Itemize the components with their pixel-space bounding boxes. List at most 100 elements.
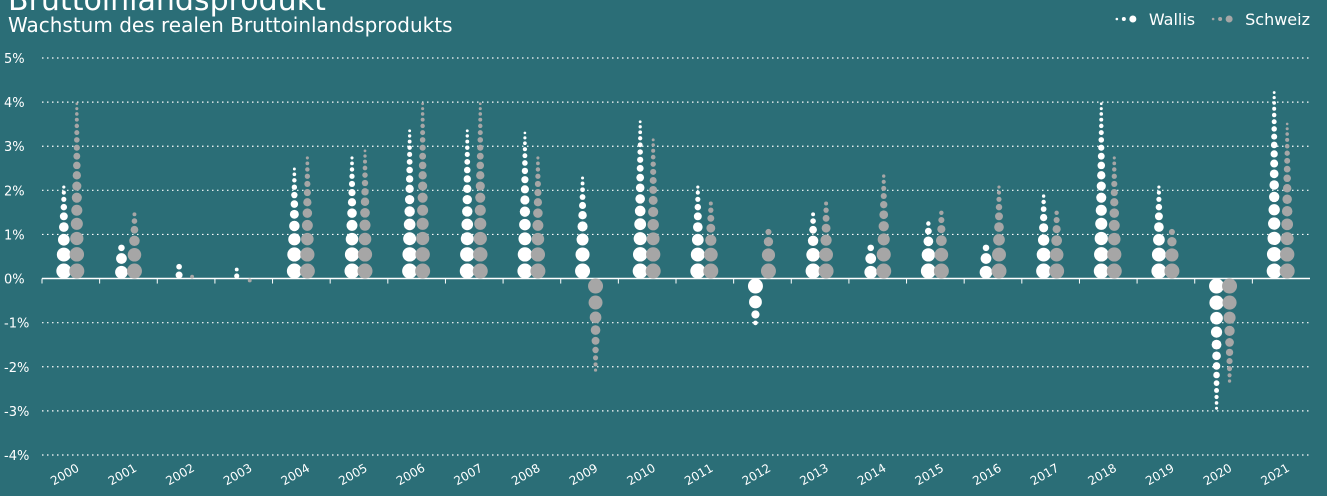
dot	[73, 144, 80, 151]
dot	[1225, 338, 1234, 347]
dot	[934, 247, 949, 262]
dot	[349, 167, 355, 172]
dot	[1272, 101, 1276, 105]
dot	[132, 212, 137, 217]
dot	[301, 219, 313, 231]
dot	[1098, 144, 1105, 151]
dot	[477, 130, 483, 136]
dot	[1227, 379, 1232, 383]
dot	[1222, 278, 1238, 294]
dot	[420, 130, 426, 136]
dot-column	[588, 278, 604, 372]
dot	[363, 149, 367, 153]
dot	[593, 362, 598, 367]
dot	[118, 244, 125, 252]
dot	[360, 197, 370, 206]
y-tick-label: 1%	[4, 228, 25, 243]
dot	[637, 156, 644, 163]
dot	[753, 320, 758, 326]
dot	[763, 237, 774, 247]
dot	[1212, 362, 1221, 370]
dot	[1268, 217, 1281, 230]
dot	[1053, 217, 1060, 224]
dot-column	[645, 138, 661, 279]
dot	[347, 198, 357, 207]
dot-column	[1049, 210, 1065, 279]
dot	[72, 171, 81, 180]
dot	[1112, 156, 1116, 160]
dot	[360, 207, 370, 218]
dot	[534, 189, 542, 197]
dot	[362, 165, 368, 171]
dot	[1040, 206, 1047, 212]
x-tick-label: 2008	[509, 461, 542, 488]
dot	[1284, 143, 1290, 149]
dot	[1155, 203, 1163, 211]
dot-column	[805, 212, 821, 279]
dot	[406, 158, 413, 165]
dot	[882, 174, 886, 178]
dot	[464, 151, 470, 157]
dot	[592, 355, 599, 361]
dot	[420, 112, 425, 116]
y-tick-label: 0%	[4, 273, 25, 288]
dot	[1271, 112, 1277, 118]
dot	[1108, 219, 1120, 231]
dot	[304, 180, 311, 188]
dot	[705, 234, 717, 246]
dot	[864, 265, 878, 279]
dot	[1096, 192, 1107, 203]
dot-column	[175, 263, 183, 279]
dot	[305, 167, 310, 172]
dot	[635, 194, 645, 204]
dot	[1099, 102, 1103, 106]
dot	[363, 159, 367, 164]
dot	[1049, 263, 1065, 279]
dot	[477, 137, 484, 143]
dot-column	[530, 156, 546, 279]
dot	[1282, 184, 1292, 193]
dot	[292, 178, 297, 183]
dot	[464, 158, 471, 165]
dot	[407, 134, 412, 138]
dot	[301, 232, 314, 246]
dot-column	[575, 176, 591, 279]
dot	[407, 139, 412, 144]
dot	[1098, 137, 1105, 143]
dot-column	[1279, 122, 1295, 279]
y-tick-label: 2%	[4, 184, 25, 199]
dot-column	[760, 228, 776, 279]
dot	[939, 210, 944, 216]
y-tick-label: -4%	[4, 449, 29, 464]
dot	[810, 218, 816, 224]
dot	[1209, 295, 1224, 310]
dot-column	[517, 131, 533, 279]
dot	[646, 247, 661, 262]
dot	[420, 123, 425, 129]
dot	[131, 218, 138, 224]
dot	[460, 247, 475, 262]
dot	[751, 310, 760, 319]
dot	[1112, 167, 1117, 172]
dot	[350, 161, 354, 166]
dot	[1267, 231, 1281, 246]
dot	[536, 156, 540, 160]
dot	[289, 220, 300, 232]
dot	[1039, 213, 1048, 222]
dot	[823, 207, 829, 213]
dot	[290, 200, 299, 208]
dot	[1156, 190, 1161, 195]
dot	[926, 221, 931, 226]
dot	[1269, 180, 1279, 190]
dot	[1214, 401, 1219, 405]
dot	[521, 176, 529, 184]
dot	[760, 263, 776, 279]
dot	[73, 161, 81, 170]
dot	[820, 234, 832, 246]
dot	[465, 139, 470, 144]
dot	[1112, 161, 1117, 166]
dot	[302, 208, 313, 218]
dot	[1272, 91, 1276, 94]
dot	[1095, 204, 1107, 216]
